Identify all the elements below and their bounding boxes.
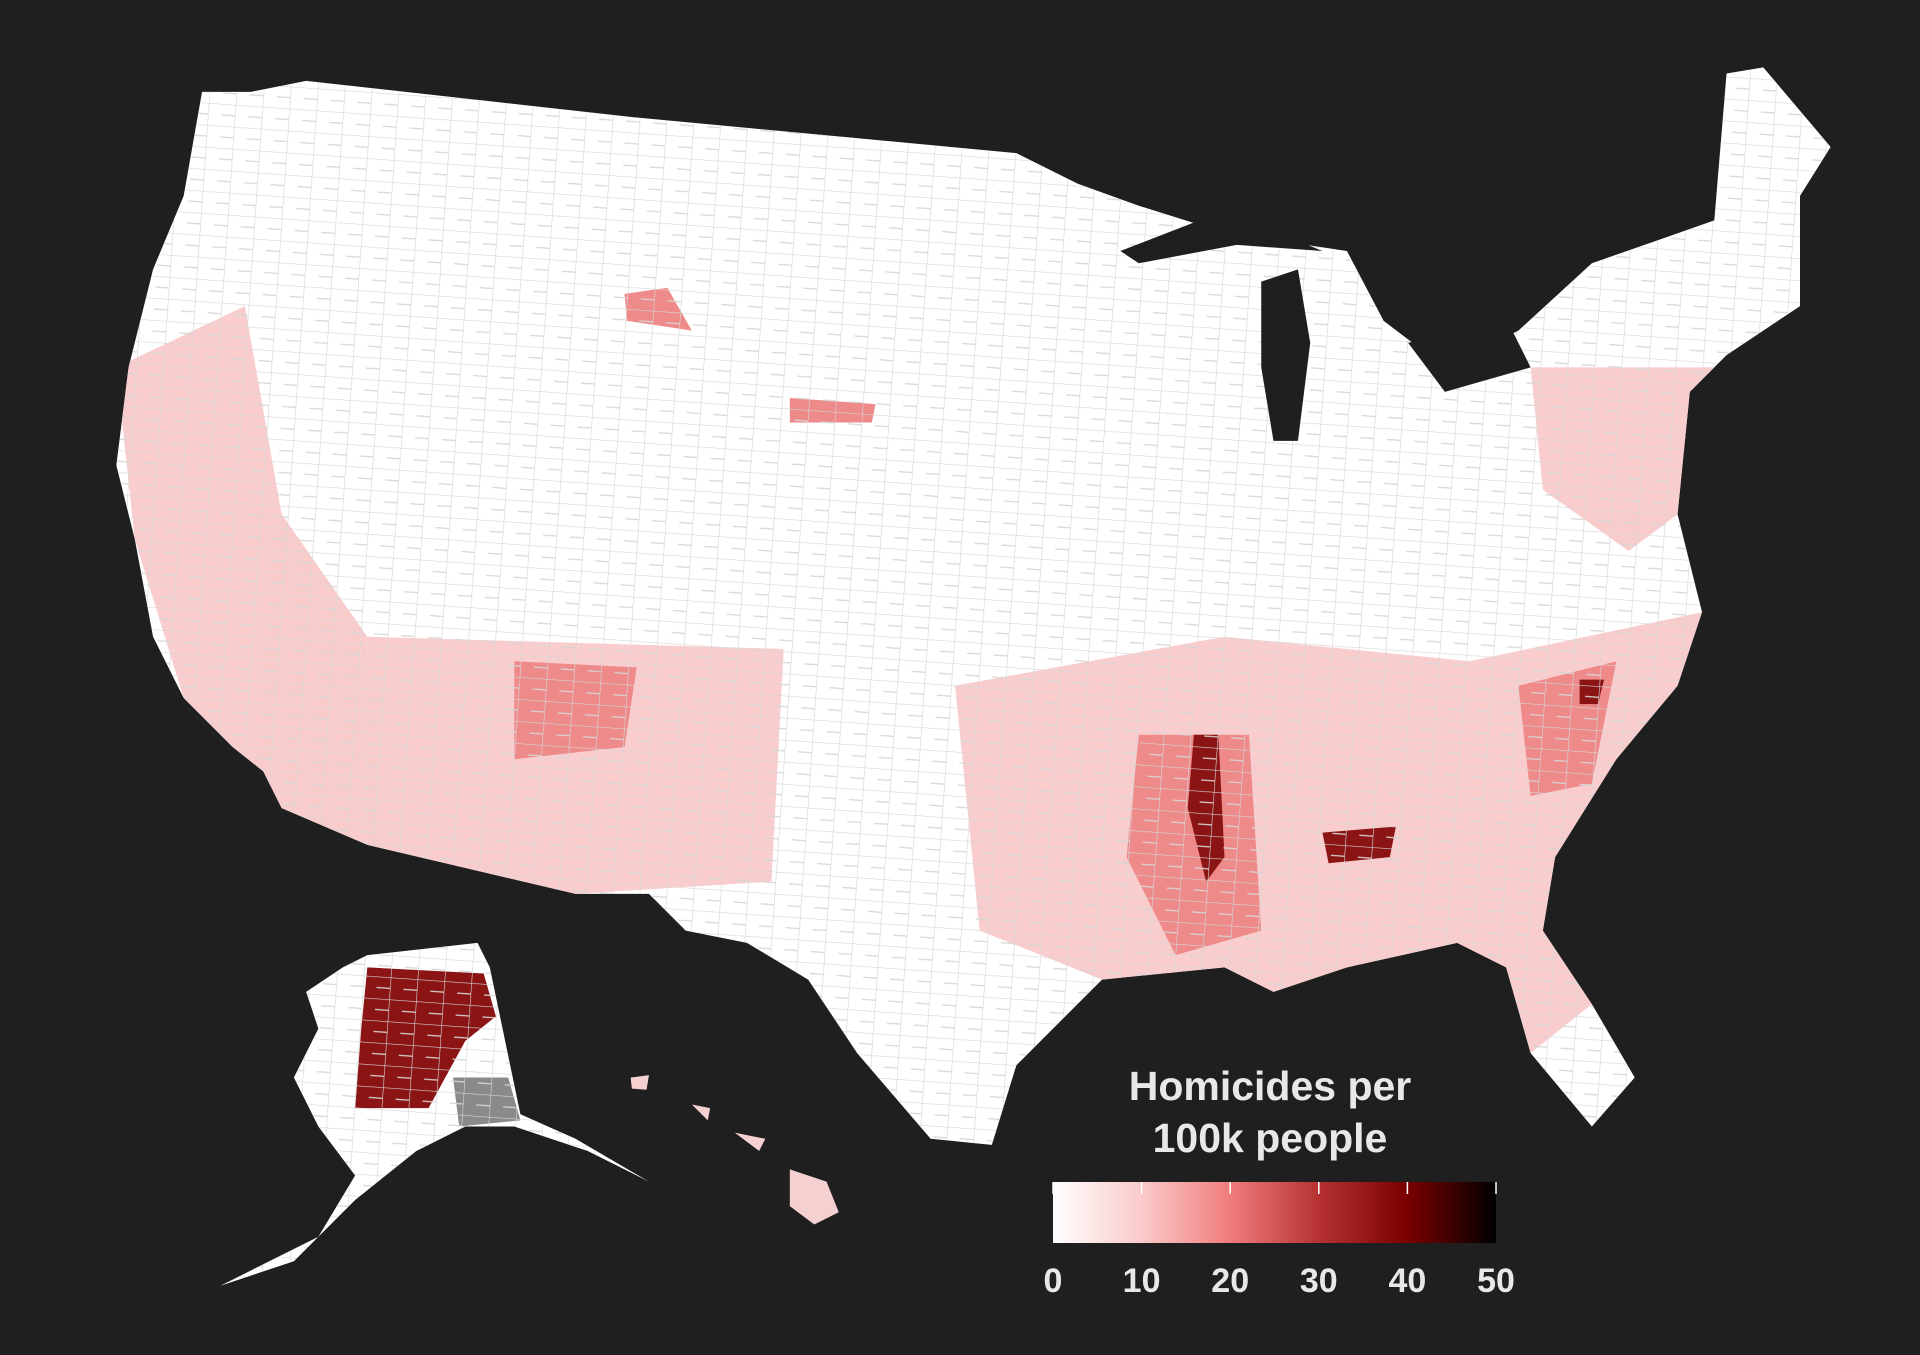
tick-label: 50 [1477, 1262, 1515, 1300]
lake-superior [1120, 210, 1323, 264]
tick-label: 40 [1388, 1262, 1426, 1300]
tick-label: 0 [1044, 1262, 1063, 1300]
colorbar [1053, 1182, 1496, 1243]
lake-michigan [1261, 269, 1311, 441]
lake-erie [1408, 318, 1531, 392]
hawaii [630, 1075, 839, 1225]
legend-title: Homicides per 100k people [1128, 1063, 1412, 1161]
tick-label: 10 [1123, 1262, 1161, 1300]
tick-label: 20 [1211, 1262, 1249, 1300]
tick-label: 30 [1300, 1262, 1338, 1300]
